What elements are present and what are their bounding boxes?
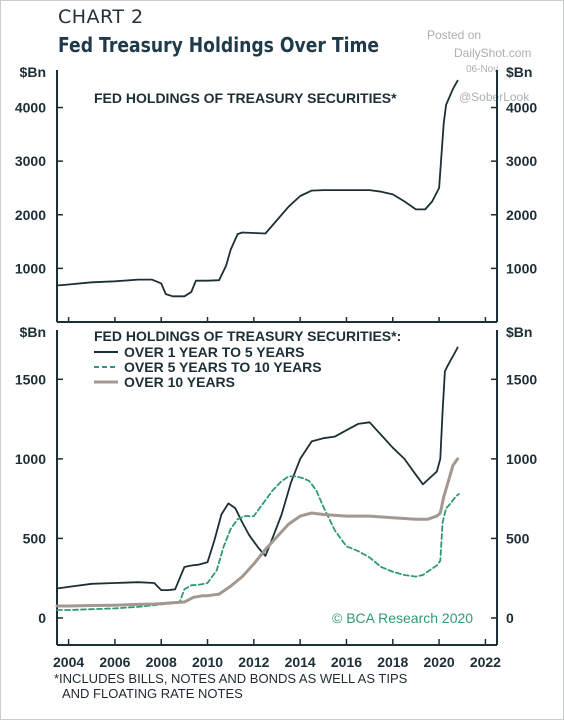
y-unit-right-bottom: $Bn xyxy=(506,324,532,340)
y-tick-label-left: 1000 xyxy=(15,451,46,467)
x-tick-label: 2010 xyxy=(192,654,223,670)
x-tick-label: 2016 xyxy=(331,654,362,670)
y-tick-label-right: 4000 xyxy=(506,100,537,116)
series-line-over-5-years-to-10-years xyxy=(56,475,460,611)
y-tick-label-left: 0 xyxy=(38,610,46,626)
chart-title: Fed Treasury Holdings Over Time xyxy=(58,33,380,57)
y-unit-left-top: $Bn xyxy=(20,64,46,80)
legend-label: OVER 10 YEARS xyxy=(124,374,235,390)
x-tick-label: 2020 xyxy=(424,654,455,670)
y-tick-label-right: 1500 xyxy=(506,371,537,387)
y-tick-label-left: 4000 xyxy=(15,100,46,116)
x-tick-label: 2022 xyxy=(470,654,501,670)
chart-number: CHART 2 xyxy=(58,6,144,28)
y-tick-label-right: 2000 xyxy=(506,207,537,223)
panel-title-top: FED HOLDINGS OF TREASURY SECURITIES* xyxy=(94,90,397,106)
y-tick-label-right: 1000 xyxy=(506,451,537,467)
watermark-date: 06-Nov xyxy=(466,64,499,75)
watermark-site: DailyShot.com xyxy=(454,46,532,60)
legend-label: OVER 1 YEAR TO 5 YEARS xyxy=(124,344,305,360)
y-tick-label-left: 1500 xyxy=(15,371,46,387)
x-tick-label: 2014 xyxy=(285,654,316,670)
x-tick-label: 2008 xyxy=(146,654,177,670)
y-tick-label-left: 1000 xyxy=(15,260,46,276)
y-tick-label-right: 1000 xyxy=(506,260,537,276)
y-tick-label-right: 0 xyxy=(506,610,514,626)
x-tick-label: 2004 xyxy=(53,654,84,670)
footnote-line-1: *INCLUDES BILLS, NOTES AND BONDS AS WELL… xyxy=(54,671,408,686)
panel-title-bottom: FED HOLDINGS OF TREASURY SECURITIES*: xyxy=(94,328,401,344)
copyright-annotation: © BCA Research 2020 xyxy=(332,610,473,626)
footnote-line-2: AND FLOATING RATE NOTES xyxy=(62,686,243,701)
y-unit-left-bottom: $Bn xyxy=(20,324,46,340)
x-tick-label: 2018 xyxy=(377,654,408,670)
y-tick-label-left: 500 xyxy=(23,530,47,546)
watermark-posted-on: Posted on xyxy=(427,28,482,42)
watermark-handle: @SoberLook xyxy=(459,90,530,104)
y-unit-right-top: $Bn xyxy=(506,64,532,80)
series-line-over-1-year-to-5-years xyxy=(56,346,459,591)
x-tick-label: 2012 xyxy=(238,654,269,670)
y-tick-label-left: 3000 xyxy=(15,153,46,169)
y-tick-label-left: 2000 xyxy=(15,207,46,223)
series-line-top xyxy=(56,79,459,298)
y-tick-label-right: 3000 xyxy=(506,153,537,169)
y-tick-label-right: 500 xyxy=(506,530,530,546)
x-tick-label: 2006 xyxy=(99,654,130,670)
series-line-over-10-years xyxy=(55,457,460,608)
footnote: *INCLUDES BILLS, NOTES AND BONDS AS WELL… xyxy=(54,671,407,701)
legend-label: OVER 5 YEARS TO 10 YEARS xyxy=(124,359,322,375)
